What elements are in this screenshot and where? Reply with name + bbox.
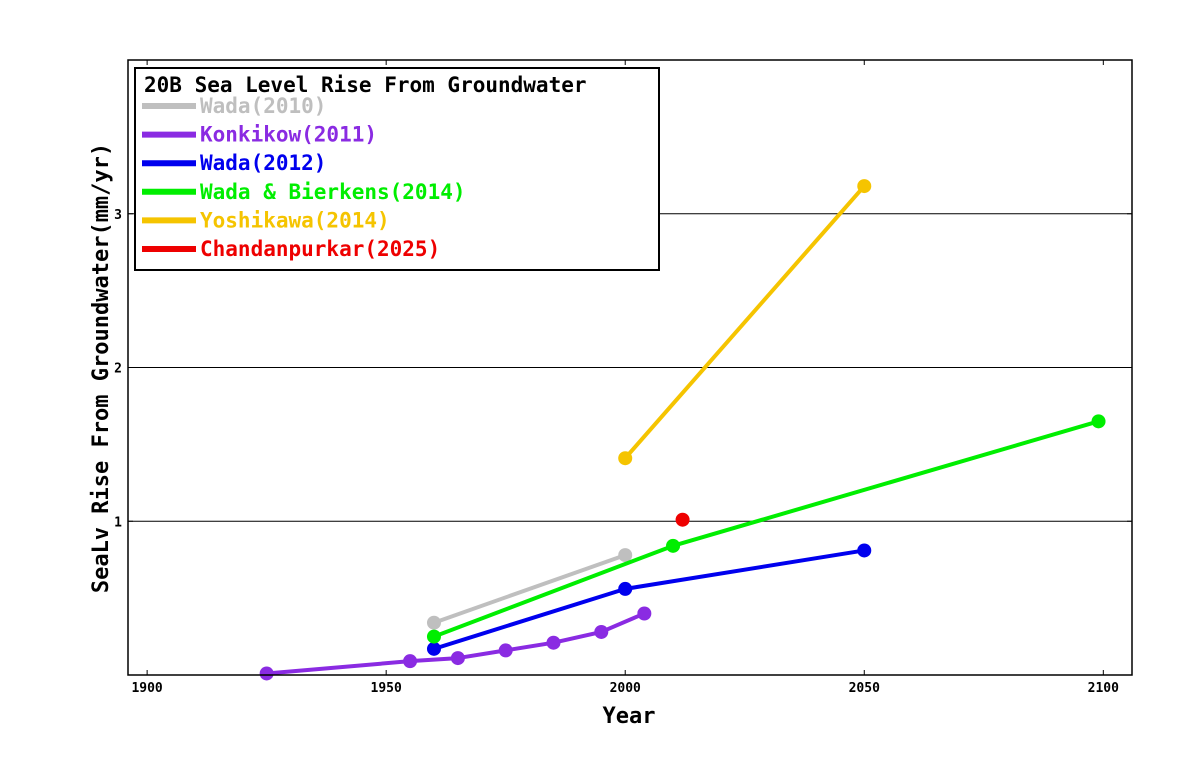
data-point-1-4 <box>546 635 561 650</box>
legend-title: 20B Sea Level Rise From Groundwater <box>144 73 587 97</box>
legend-entry-0: Wada(2010) <box>200 94 326 118</box>
y-tick-label-3: 3 <box>114 208 122 223</box>
data-point-3-2 <box>1091 414 1106 429</box>
data-point-1-6 <box>637 606 652 621</box>
data-point-2-1 <box>618 581 633 596</box>
data-point-1-2 <box>450 651 465 666</box>
data-point-1-0 <box>259 666 274 681</box>
data-point-3-1 <box>666 538 681 553</box>
data-point-1-3 <box>498 643 513 658</box>
data-point-4-0 <box>618 451 633 466</box>
series-line-4 <box>623 184 867 461</box>
series-line-3 <box>431 419 1101 639</box>
data-point-1-5 <box>594 624 609 639</box>
series-layer <box>259 179 1106 681</box>
legend-entry-2: Wada(2012) <box>200 151 326 175</box>
data-point-4-1 <box>857 179 872 194</box>
data-point-5-0 <box>675 512 690 527</box>
series-5 <box>675 512 690 527</box>
legend-entry-5: Chandanpurkar(2025) <box>200 237 440 261</box>
legend-box <box>134 67 660 271</box>
series-1 <box>259 606 652 681</box>
data-point-0-0 <box>426 615 441 630</box>
data-point-2-0 <box>426 641 441 656</box>
series-2 <box>426 543 872 656</box>
data-point-3-0 <box>426 629 441 644</box>
x-tick-label-1900: 1900 <box>131 681 162 696</box>
legend-entry-3: Wada & Bierkens(2014) <box>200 180 466 204</box>
legend: 20B Sea Level Rise From Groundwater Wada… <box>134 67 660 271</box>
series-3 <box>426 414 1106 644</box>
axis-ticks: 1 2 3 1900 1950 2000 2050 2100 <box>114 60 1132 696</box>
series-4 <box>618 179 872 466</box>
data-point-2-2 <box>857 543 872 558</box>
x-tick-label-2100: 2100 <box>1088 681 1119 696</box>
y-axis-label: SeaLv Rise From Groundwater(mm/yr) <box>89 143 114 593</box>
series-0 <box>426 548 633 630</box>
x-tick-label-1950: 1950 <box>371 681 402 696</box>
y-tick-label-1: 1 <box>114 515 122 530</box>
x-tick-label-2050: 2050 <box>849 681 880 696</box>
x-tick-label-2000: 2000 <box>610 681 641 696</box>
series-line-0 <box>431 553 628 625</box>
data-point-0-1 <box>618 548 633 563</box>
legend-entry-4: Yoshikawa(2014) <box>200 208 390 232</box>
y-tick-label-2: 2 <box>114 362 122 377</box>
x-axis-label: Year <box>603 704 656 729</box>
data-point-1-1 <box>403 654 418 669</box>
legend-entry-1: Konkikow(2011) <box>200 123 377 147</box>
